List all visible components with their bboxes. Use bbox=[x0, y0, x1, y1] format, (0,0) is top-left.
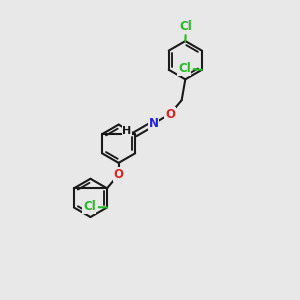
Text: Cl: Cl bbox=[83, 200, 96, 213]
Text: Cl: Cl bbox=[179, 20, 192, 33]
Text: Cl: Cl bbox=[178, 62, 191, 75]
Text: O: O bbox=[165, 107, 175, 121]
Text: H: H bbox=[122, 126, 132, 136]
Text: N: N bbox=[148, 117, 158, 130]
Text: O: O bbox=[114, 168, 124, 181]
